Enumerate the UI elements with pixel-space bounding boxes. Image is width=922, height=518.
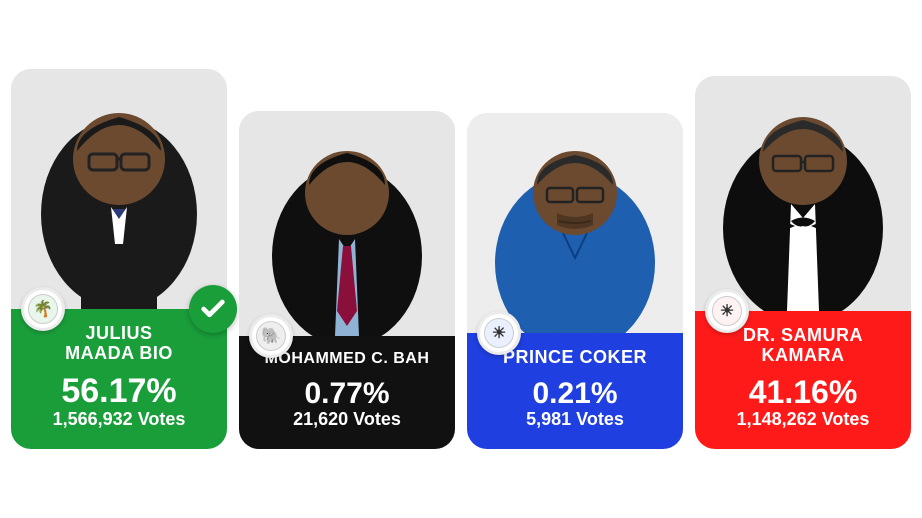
candidate-card: ☀ PRINCE COKER 0.21% 5,981 Votes	[467, 113, 683, 449]
candidate-votes: 5,981 Votes	[477, 410, 673, 430]
candidates-row: 🌴 JULIUS MAADA BIO 56.17% 1,566,932 Vote…	[11, 69, 911, 450]
candidate-card: 🌴 JULIUS MAADA BIO 56.17% 1,566,932 Vote…	[11, 69, 227, 450]
name-line: KAMARA	[762, 345, 845, 365]
candidate-info: 🌴 JULIUS MAADA BIO 56.17% 1,566,932 Vote…	[11, 309, 227, 450]
candidate-card: 🐘 MOHAMMED C. BAH 0.77% 21,620 Votes	[239, 111, 455, 450]
candidate-photo	[11, 69, 227, 309]
candidate-percentage: 56.17%	[21, 374, 217, 410]
candidate-info: 🐘 MOHAMMED C. BAH 0.77% 21,620 Votes	[239, 336, 455, 450]
candidate-votes: 1,566,932 Votes	[21, 410, 217, 430]
candidate-info: ☀ DR. SAMURA KAMARA 41.16% 1,148,262 Vot…	[695, 311, 911, 450]
party-badge-icon: ☀	[484, 318, 514, 348]
candidate-percentage: 41.16%	[705, 376, 901, 410]
party-badge-icon: 🐘	[256, 321, 286, 351]
candidate-info: ☀ PRINCE COKER 0.21% 5,981 Votes	[467, 333, 683, 449]
candidate-percentage: 0.21%	[477, 378, 673, 410]
winner-check-icon	[189, 285, 237, 333]
name-line: DR. SAMURA	[743, 325, 863, 345]
party-badge: 🌴	[21, 287, 65, 331]
candidate-votes: 21,620 Votes	[249, 410, 445, 430]
party-badge-icon: ☀	[712, 296, 742, 326]
name-line: MOHAMMED C. BAH	[265, 350, 430, 367]
party-badge: ☀	[705, 289, 749, 333]
candidate-photo	[695, 76, 911, 311]
candidate-percentage: 0.77%	[249, 378, 445, 410]
name-line: JULIUS	[85, 323, 152, 343]
name-line: PRINCE COKER	[503, 347, 647, 367]
candidate-votes: 1,148,262 Votes	[705, 410, 901, 430]
candidate-photo	[467, 113, 683, 333]
candidate-card: ☀ DR. SAMURA KAMARA 41.16% 1,148,262 Vot…	[695, 76, 911, 450]
candidate-photo	[239, 111, 455, 336]
name-line: MAADA BIO	[65, 343, 173, 363]
party-badge-icon: 🌴	[28, 294, 58, 324]
party-badge: 🐘	[249, 314, 293, 358]
